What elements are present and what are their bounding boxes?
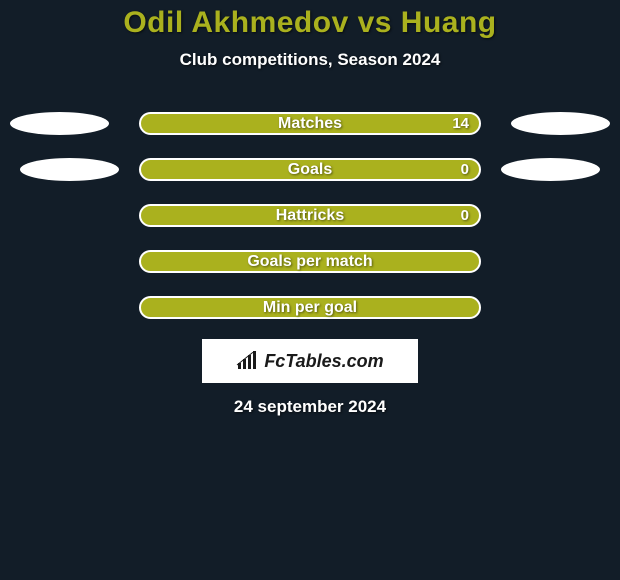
stat-bar: Matches 14 <box>139 112 481 135</box>
page-title: Odil Akhmedov vs Huang <box>123 6 496 40</box>
stat-bar: Goals per match <box>139 250 481 273</box>
stat-value: 0 <box>461 207 469 224</box>
stat-value: 14 <box>452 115 469 132</box>
stat-row-goals: Goals 0 <box>0 158 620 181</box>
stat-row-matches: Matches 14 <box>0 112 620 135</box>
ellipse-right <box>511 112 610 135</box>
ellipse-left <box>20 158 119 181</box>
stat-label: Min per goal <box>263 299 357 317</box>
stat-label: Goals <box>288 161 332 179</box>
stat-row-min-per-goal: Min per goal <box>0 296 620 319</box>
stat-bar: Min per goal <box>139 296 481 319</box>
stat-bar: Hattricks 0 <box>139 204 481 227</box>
stat-rows: Matches 14 Goals 0 Hattricks 0 Goals per… <box>0 112 620 319</box>
date-text: 24 september 2024 <box>234 397 386 417</box>
stat-label: Hattricks <box>276 207 344 225</box>
comparison-infographic: Odil Akhmedov vs Huang Club competitions… <box>0 0 620 417</box>
ellipse-left <box>10 112 109 135</box>
chart-icon <box>236 351 260 371</box>
ellipse-right <box>501 158 600 181</box>
logo-box: FcTables.com <box>202 339 418 383</box>
stat-label: Matches <box>278 115 342 133</box>
stat-row-hattricks: Hattricks 0 <box>0 204 620 227</box>
stat-row-goals-per-match: Goals per match <box>0 250 620 273</box>
stat-label: Goals per match <box>247 253 372 271</box>
subtitle: Club competitions, Season 2024 <box>180 50 441 70</box>
stat-bar: Goals 0 <box>139 158 481 181</box>
logo-text: FcTables.com <box>264 351 383 372</box>
stat-value: 0 <box>461 161 469 178</box>
